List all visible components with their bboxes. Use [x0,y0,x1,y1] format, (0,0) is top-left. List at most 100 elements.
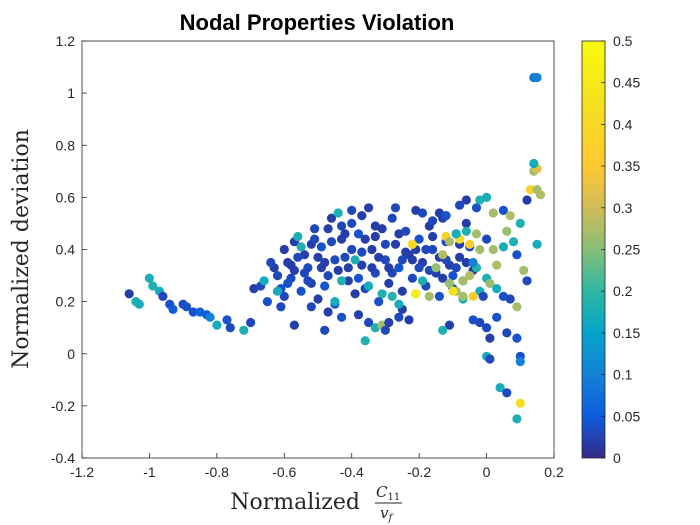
data-point [310,224,320,234]
y-tick-label: 0 [67,346,75,362]
scatter-points [124,72,546,424]
colorbar-tick-label: 0.3 [613,200,633,216]
data-point [303,276,313,286]
y-tick-label: 1 [67,85,75,101]
data-point [289,265,299,275]
data-point [417,276,428,286]
data-point [485,278,495,288]
x-tick-label: -0.2 [407,464,431,480]
data-point [397,255,407,265]
data-point [475,317,485,328]
y-tick-label: -0.4 [51,450,75,466]
data-point [289,320,299,330]
data-point [458,291,468,301]
data-point [222,315,232,325]
data-point [478,291,488,301]
data-point [471,203,482,213]
data-point [330,297,340,307]
data-point [515,357,525,367]
data-point [353,273,364,283]
y-axis: -0.4 -0.2 0 0.2 0.4 0.6 0.8 1 1.2 [51,33,87,466]
data-point [272,271,283,281]
data-point [468,291,478,301]
data-point [144,273,154,283]
data-point [310,234,320,244]
y-tick-label: 0.4 [56,242,76,258]
data-point [394,263,404,273]
data-point [283,278,293,288]
data-point [438,325,448,335]
data-point [276,302,286,312]
y-axis-label: Normalized deviation [9,129,34,369]
data-point [451,263,461,273]
data-point [438,250,448,260]
data-point [438,273,448,283]
data-point [485,354,495,364]
data-point [482,192,492,202]
data-point [313,294,323,304]
data-point [239,325,249,335]
data-point [505,211,515,221]
data-point [495,383,505,393]
data-point [492,284,502,294]
data-point [461,218,471,228]
data-point [384,317,394,328]
data-point [532,239,542,249]
data-point [482,234,492,244]
data-point [465,271,475,281]
data-point [357,247,367,257]
data-point [364,281,374,291]
data-point [488,208,498,218]
data-point [124,289,134,299]
data-point [337,276,347,286]
data-point [316,242,326,252]
data-point [411,289,421,299]
x-axis-label: Normalized C11 vf [230,483,402,524]
data-point [384,263,394,273]
data-point [266,257,276,268]
data-point [364,203,374,213]
data-point [380,325,390,335]
data-point [394,299,404,309]
data-point [519,265,529,275]
data-point [337,221,347,231]
data-point [353,310,364,320]
x-axis: -1.2 -1 -0.8 -0.6 -0.4 -0.2 0 0.2 [70,453,564,480]
data-point [428,231,438,242]
data-point [188,307,198,317]
data-point [458,276,468,286]
data-point [471,229,482,239]
data-point [512,333,522,343]
data-point [428,244,438,255]
data-point [461,226,471,236]
data-point [512,302,522,312]
data-point [360,336,370,346]
data-point [522,276,532,286]
data-point [444,237,455,247]
svg-text:vf: vf [380,504,394,524]
data-point [448,286,458,296]
data-point [394,312,404,322]
data-point [414,234,424,244]
data-point [498,205,508,215]
data-point [340,229,350,239]
data-point [306,302,316,312]
data-point [522,195,532,205]
data-point [482,323,492,333]
data-point [505,294,515,304]
data-point [532,72,542,83]
data-point [475,244,485,255]
data-point [181,302,192,312]
data-point [374,252,384,262]
data-point [455,252,465,262]
data-point [407,273,417,283]
data-point [465,239,475,249]
data-point [461,257,471,268]
data-point [353,229,364,239]
data-point [424,291,434,301]
data-point [293,252,303,262]
colorbar-tick-label: 0.45 [613,75,640,91]
data-point [394,229,404,239]
colorbar-tick-label: 0 [613,450,621,466]
